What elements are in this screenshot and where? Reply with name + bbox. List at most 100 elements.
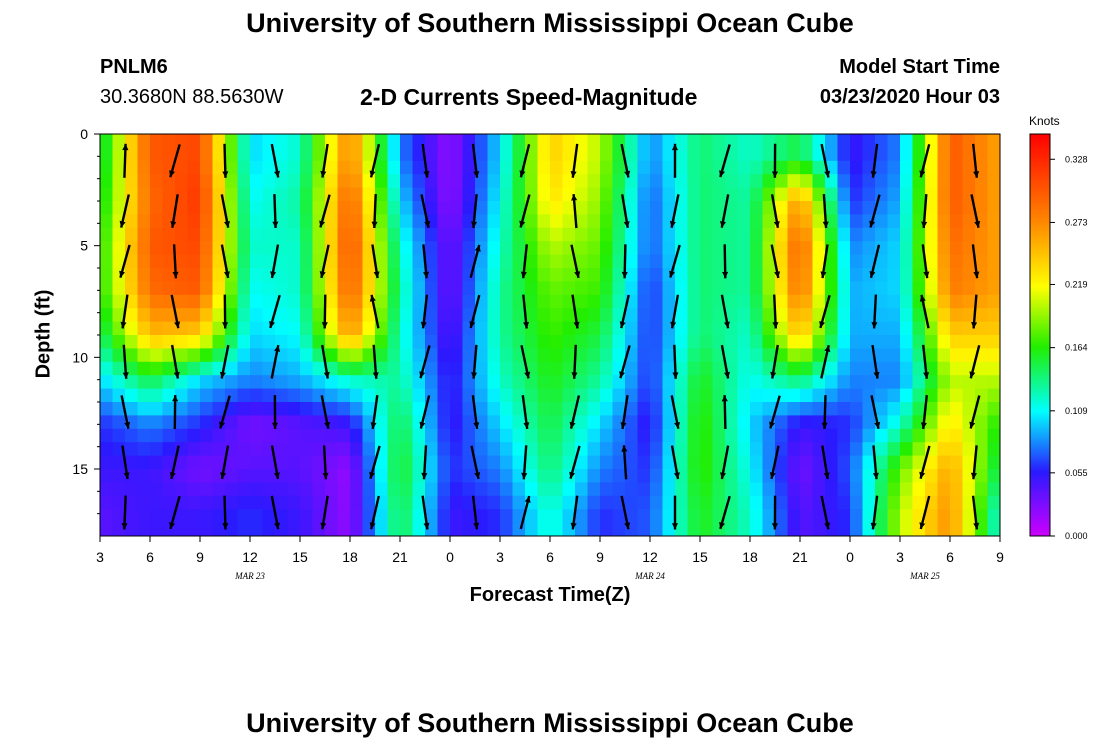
heat-cell bbox=[337, 241, 351, 256]
heat-cell bbox=[350, 281, 364, 296]
heat-cell bbox=[387, 522, 401, 536]
heat-cell bbox=[862, 321, 876, 336]
heat-cell bbox=[112, 134, 126, 148]
heat-cell bbox=[412, 281, 426, 296]
heat-cell bbox=[387, 281, 401, 296]
heat-cell bbox=[837, 455, 851, 470]
heat-cell bbox=[425, 321, 439, 336]
heat-cell bbox=[887, 227, 901, 242]
heat-cell bbox=[562, 375, 576, 390]
heat-cell bbox=[837, 509, 851, 524]
heat-cell bbox=[450, 402, 464, 416]
heat-cell bbox=[137, 442, 151, 457]
heat-cell bbox=[912, 455, 926, 470]
heat-cell bbox=[762, 214, 776, 229]
heat-cell bbox=[725, 134, 739, 148]
heat-cell bbox=[437, 321, 451, 336]
heat-cell bbox=[825, 308, 839, 323]
heat-cell bbox=[900, 147, 914, 162]
heat-cell bbox=[237, 214, 251, 229]
current-arrow bbox=[971, 294, 978, 329]
current-arrow bbox=[571, 194, 578, 229]
heat-cell bbox=[250, 268, 264, 282]
heat-cell bbox=[637, 308, 651, 323]
heat-cell bbox=[300, 308, 314, 323]
current-arrow bbox=[170, 294, 181, 329]
heat-cell bbox=[700, 361, 714, 376]
heat-cell bbox=[875, 134, 889, 148]
heat-cell bbox=[650, 147, 664, 162]
heat-cell bbox=[675, 509, 689, 524]
heat-cell bbox=[250, 335, 264, 349]
heat-cell bbox=[487, 522, 501, 536]
current-arrow bbox=[520, 344, 531, 379]
heat-cell bbox=[900, 160, 914, 175]
heat-cell bbox=[612, 469, 626, 483]
heat-cell bbox=[850, 335, 864, 349]
heat-cell bbox=[125, 294, 139, 309]
heat-cell bbox=[200, 134, 214, 148]
heat-cell bbox=[425, 147, 439, 162]
heat-cell bbox=[975, 254, 989, 269]
heat-cell bbox=[537, 428, 551, 443]
heat-cell bbox=[525, 254, 539, 269]
heat-cell bbox=[637, 134, 651, 148]
heat-cell bbox=[550, 241, 564, 256]
arrow-head bbox=[473, 422, 480, 429]
heat-cell bbox=[312, 321, 326, 336]
heat-cell bbox=[162, 442, 176, 457]
heat-cell bbox=[300, 348, 314, 363]
heat-cell bbox=[800, 415, 814, 430]
heat-cell bbox=[425, 227, 439, 242]
heat-cell bbox=[237, 415, 251, 430]
heat-cell bbox=[500, 241, 514, 256]
heat-cell bbox=[687, 214, 701, 229]
heat-cell bbox=[637, 241, 651, 256]
heat-cell bbox=[600, 294, 614, 309]
heat-cell bbox=[650, 348, 664, 363]
heat-cell bbox=[562, 335, 576, 349]
heat-cell bbox=[825, 455, 839, 470]
heat-cell bbox=[550, 402, 564, 416]
heat-cell bbox=[937, 335, 951, 349]
heat-cell bbox=[200, 522, 214, 536]
heat-cell bbox=[875, 160, 889, 175]
heat-cell bbox=[737, 160, 751, 175]
heat-cell bbox=[675, 201, 689, 215]
current-arrow bbox=[319, 194, 331, 228]
heat-cell bbox=[675, 174, 689, 189]
heat-cell bbox=[187, 134, 201, 148]
arrow-head bbox=[720, 472, 726, 479]
heatmap-cells bbox=[100, 134, 1000, 536]
heat-cell bbox=[912, 227, 926, 242]
heat-cell bbox=[150, 187, 164, 202]
arrow-head bbox=[824, 522, 831, 530]
heat-cell bbox=[912, 375, 926, 390]
heat-cell bbox=[237, 375, 251, 390]
heat-cell bbox=[625, 147, 639, 162]
heat-cell bbox=[512, 361, 526, 376]
heat-cell bbox=[350, 455, 364, 470]
current-arrow bbox=[120, 294, 129, 329]
heat-cell bbox=[137, 402, 151, 416]
heat-cell bbox=[725, 281, 739, 296]
heat-cell bbox=[275, 201, 289, 215]
heat-cell bbox=[575, 160, 589, 175]
heat-cell bbox=[225, 469, 239, 483]
heat-cell bbox=[300, 254, 314, 269]
heat-cell bbox=[425, 308, 439, 323]
heat-cell bbox=[175, 469, 189, 483]
heat-cell bbox=[562, 388, 576, 403]
heat-cell bbox=[325, 321, 339, 336]
heat-cell bbox=[412, 402, 426, 416]
heat-cell bbox=[412, 214, 426, 229]
heat-cell bbox=[550, 348, 564, 363]
heat-cell bbox=[287, 361, 301, 376]
heat-cell bbox=[537, 134, 551, 148]
heat-cell bbox=[500, 187, 514, 202]
heat-cell bbox=[600, 348, 614, 363]
heat-cell bbox=[662, 174, 676, 189]
heat-cell bbox=[475, 495, 489, 510]
heat-cell bbox=[812, 509, 826, 524]
heat-cell bbox=[562, 147, 576, 162]
